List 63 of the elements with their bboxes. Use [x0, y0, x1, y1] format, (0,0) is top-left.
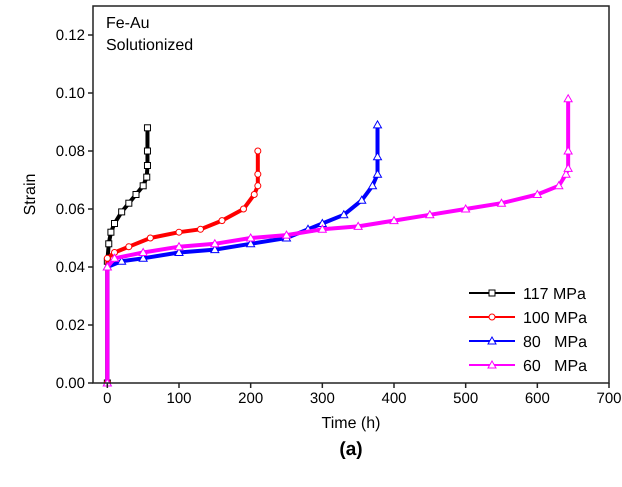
point: [254, 182, 262, 190]
point: [176, 228, 182, 236]
point: [111, 220, 118, 227]
point: [339, 210, 348, 218]
point: [125, 243, 132, 250]
point: [104, 254, 111, 262]
point: [143, 174, 150, 181]
point: [461, 204, 470, 212]
point: [497, 198, 506, 207]
point: [138, 248, 148, 256]
point: [254, 148, 262, 154]
point: [390, 216, 398, 224]
y-axis-title: Strain: [22, 174, 39, 216]
y-tick-label: 0.08: [56, 143, 85, 160]
point: [110, 254, 119, 262]
y-tick-label: 0.04: [56, 259, 85, 276]
x-tick-label: 0: [103, 390, 112, 407]
x-axis-title: Time (h): [322, 415, 380, 432]
point: [132, 191, 140, 198]
legend-label: 117 MPa: [523, 286, 586, 303]
point: [254, 170, 262, 178]
x-tick-label: 200: [238, 390, 264, 407]
point: [564, 94, 573, 102]
point: [174, 242, 184, 250]
point: [107, 228, 114, 236]
point: [197, 226, 204, 233]
point: [425, 210, 434, 218]
point: [554, 181, 564, 190]
point: [373, 120, 382, 128]
legend-label: 60 MPa: [523, 358, 588, 375]
point: [118, 208, 126, 216]
point: [144, 148, 151, 154]
x-tick-label: 100: [166, 390, 192, 407]
point: [354, 222, 363, 230]
point: [246, 234, 256, 242]
y-tick-label: 0.06: [56, 201, 85, 218]
point: [144, 124, 151, 132]
point: [140, 182, 147, 190]
point: [105, 240, 112, 248]
point: [218, 217, 226, 224]
point: [144, 162, 151, 169]
point: [240, 206, 247, 212]
point: [282, 230, 291, 239]
x-tick-label: 700: [596, 390, 622, 407]
y-tick-label: 0.12: [56, 27, 85, 44]
y-tick-label: 0.00: [56, 375, 85, 392]
y-tick-label: 0.10: [56, 85, 85, 102]
legend-label: 100 MPa: [523, 310, 588, 327]
x-tick-label: 400: [381, 390, 407, 407]
point: [125, 200, 132, 207]
legend-label: 80 MPa: [523, 334, 588, 351]
point: [250, 191, 258, 198]
y-tick-label: 0.02: [56, 317, 85, 334]
point: [532, 190, 542, 198]
x-tick-label: 500: [453, 390, 478, 407]
x-tick-label: 600: [524, 390, 550, 407]
text: (a): [339, 439, 363, 460]
point: [368, 181, 377, 190]
annotation: Fe-Au Solutionized: [106, 15, 194, 54]
point: [210, 239, 220, 248]
point: [318, 224, 327, 233]
x-tick-label: 300: [310, 390, 335, 407]
point: [146, 234, 154, 242]
